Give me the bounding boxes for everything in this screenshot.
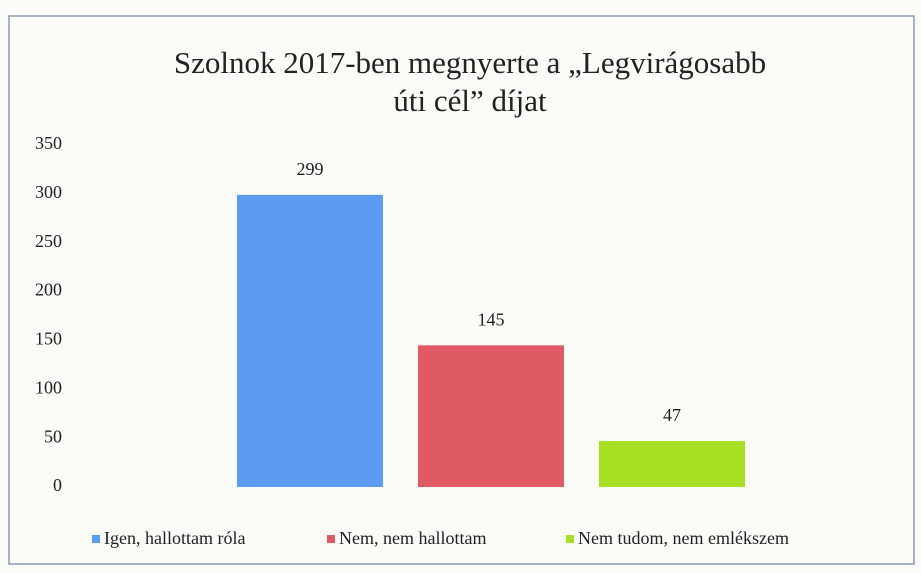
y-tick-label: 250	[35, 231, 62, 251]
legend-swatch	[327, 535, 335, 543]
y-tick-label: 0	[53, 475, 62, 495]
bar	[237, 194, 383, 487]
legend-label: Nem, nem hallottam	[339, 528, 486, 548]
bar	[599, 441, 745, 487]
y-tick-label: 150	[35, 329, 62, 349]
y-tick-label: 300	[35, 182, 62, 202]
y-tick-label: 350	[35, 133, 62, 153]
legend-swatch	[92, 535, 100, 543]
y-tick-label: 200	[35, 280, 62, 300]
chart-border	[8, 15, 915, 565]
legend-label: Nem tudom, nem emlékszem	[578, 528, 789, 548]
legend-label: Igen, hallottam róla	[104, 528, 245, 548]
legend-swatch	[566, 535, 574, 543]
chart-title: úti cél” díjat	[393, 83, 547, 118]
value-label: 299	[297, 159, 324, 179]
value-label: 145	[478, 309, 505, 329]
value-label: 47	[663, 405, 681, 425]
y-tick-label: 100	[35, 377, 62, 397]
chart-title: Szolnok 2017-ben megnyerte a „Legvirágos…	[174, 45, 766, 80]
bar	[418, 345, 564, 487]
y-tick-label: 50	[44, 426, 62, 446]
